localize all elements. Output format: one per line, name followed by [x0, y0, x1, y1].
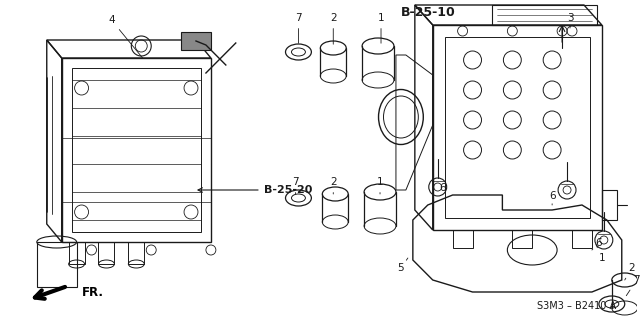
Text: 6: 6 — [440, 183, 446, 200]
Text: B-25-20: B-25-20 — [198, 185, 312, 195]
Polygon shape — [181, 32, 211, 50]
Text: 7: 7 — [295, 13, 301, 43]
Text: 2: 2 — [330, 177, 337, 194]
Text: B-25-10: B-25-10 — [401, 5, 455, 19]
Text: 1: 1 — [377, 177, 383, 194]
Text: S3M3 – B2410 A: S3M3 – B2410 A — [538, 301, 616, 311]
Text: 7: 7 — [627, 275, 640, 296]
Text: 4: 4 — [108, 15, 143, 58]
Text: 1: 1 — [596, 245, 605, 263]
Text: 2: 2 — [625, 263, 635, 280]
Text: 6: 6 — [592, 238, 602, 250]
Text: 2: 2 — [330, 13, 337, 44]
Text: 7: 7 — [292, 177, 299, 194]
Text: 5: 5 — [397, 258, 408, 273]
Text: 3: 3 — [567, 13, 573, 28]
Text: FR.: FR. — [81, 286, 104, 299]
Text: 6: 6 — [549, 191, 556, 205]
Text: 1: 1 — [378, 13, 385, 43]
